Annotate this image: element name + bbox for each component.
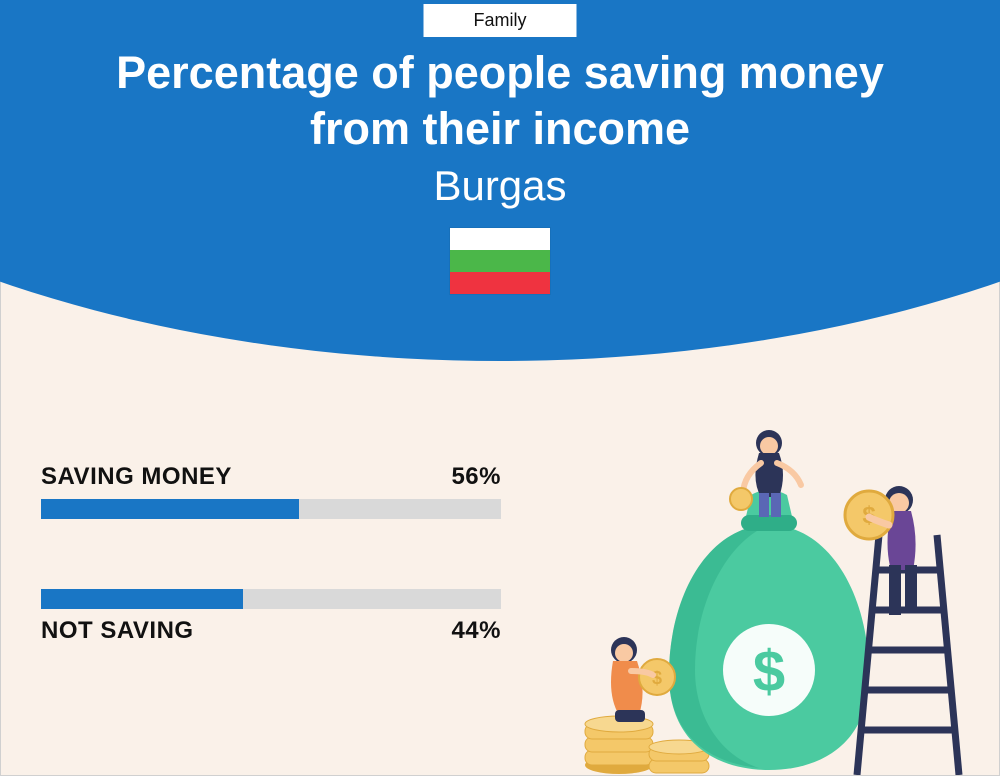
flag-stripe-3	[450, 272, 550, 294]
bar-label: NOT SAVING	[41, 617, 194, 645]
svg-text:$: $	[652, 668, 662, 688]
bar-track	[41, 499, 501, 519]
money-bag-icon: $	[669, 490, 869, 770]
page-title: Percentage of people saving money from t…	[1, 45, 999, 158]
coin-stack	[585, 716, 653, 774]
bar-saving-money: SAVING MONEY 56%	[41, 463, 501, 519]
bar-fill	[41, 499, 299, 519]
bars-area: SAVING MONEY 56% NOT SAVING 44%	[41, 463, 501, 715]
bar-value: 56%	[451, 463, 501, 491]
bar-label-row: SAVING MONEY 56%	[41, 463, 501, 491]
title-block: Percentage of people saving money from t…	[1, 45, 999, 294]
category-pill: Family	[423, 3, 578, 38]
category-label: Family	[474, 10, 527, 30]
flag-stripe-2	[450, 250, 550, 272]
bar-track	[41, 589, 501, 609]
bar-fill	[41, 589, 243, 609]
person-sitting: $	[611, 637, 675, 722]
svg-text:$: $	[753, 639, 785, 704]
bar-label-row: NOT SAVING 44%	[41, 617, 501, 645]
flag-bulgaria	[450, 228, 550, 294]
bar-value: 44%	[451, 617, 501, 645]
person-top	[730, 430, 801, 517]
bar-not-saving: NOT SAVING 44%	[41, 589, 501, 645]
page-subtitle: Burgas	[1, 162, 999, 210]
flag-stripe-1	[450, 228, 550, 250]
bar-label: SAVING MONEY	[41, 463, 232, 491]
savings-illustration: $ $ $	[569, 415, 969, 775]
